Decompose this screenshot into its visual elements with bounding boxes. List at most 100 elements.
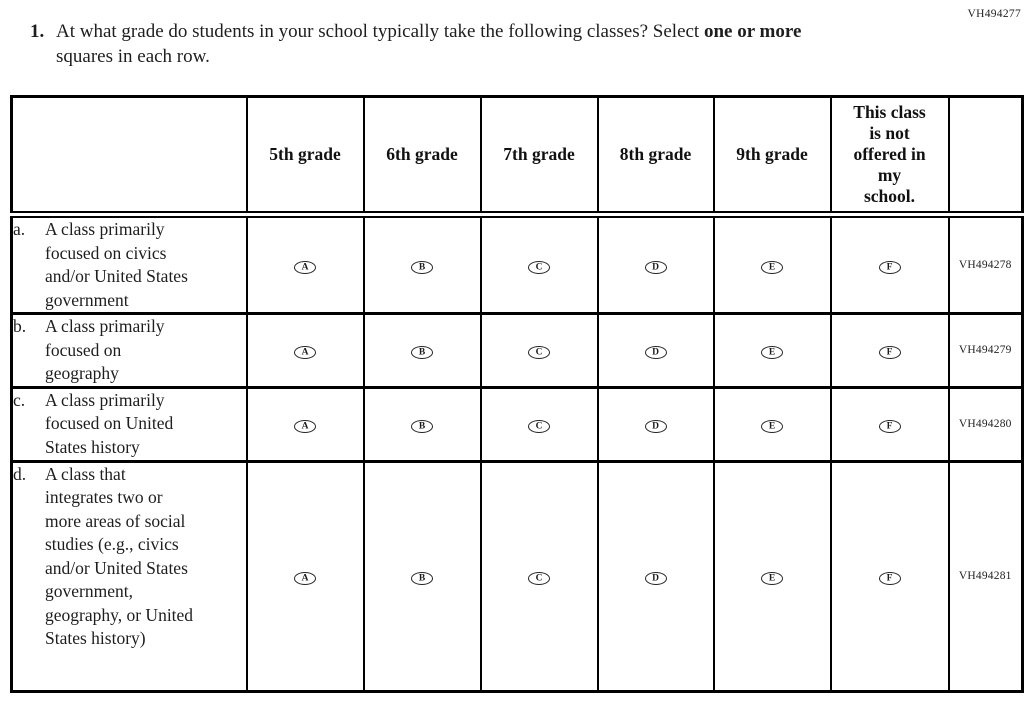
option-bubble-b[interactable]: B (411, 346, 433, 360)
option-letter: C (535, 421, 543, 432)
option-cell: B (362, 385, 482, 462)
option-cell: E (712, 312, 832, 388)
option-bubble-a[interactable]: A (294, 420, 316, 434)
option-letter: B (418, 347, 426, 358)
option-letter: C (535, 347, 543, 358)
option-cell: F (829, 213, 950, 315)
stem-cell: c. A class primarily focused on United S… (10, 385, 248, 462)
option-cell: C (479, 312, 599, 388)
option-bubble-c[interactable]: C (528, 420, 550, 434)
option-cell: E (712, 459, 832, 692)
option-bubble-d[interactable]: D (644, 261, 667, 275)
option-letter: A (301, 573, 309, 584)
row-accession-code: VH494281 (947, 459, 1024, 692)
page-accession-code: VH494277 (967, 8, 1021, 20)
header-stem-blank (10, 95, 248, 218)
question-text-end: squares in each row. (56, 46, 210, 67)
option-cell: D (596, 459, 715, 692)
option-cell: B (362, 213, 482, 315)
option-bubble-e[interactable]: E (761, 572, 783, 586)
option-letter: B (418, 573, 426, 584)
option-bubble-f[interactable]: F (878, 261, 901, 275)
option-bubble-b[interactable]: B (411, 572, 433, 586)
option-bubble-c[interactable]: C (528, 346, 550, 360)
option-cell: A (245, 312, 365, 388)
option-bubble-d[interactable]: D (644, 346, 667, 360)
option-bubble-b[interactable]: B (411, 420, 433, 434)
header-grade8: 8th grade (596, 95, 715, 218)
option-cell: F (829, 385, 950, 462)
header-grade5: 5th grade (245, 95, 365, 218)
option-cell: D (596, 385, 715, 462)
option-letter: B (418, 421, 426, 432)
row-stem-text: A class primarily focused on civics and/… (45, 219, 188, 310)
option-letter: F (886, 573, 893, 584)
row-accession-code: VH494279 (947, 312, 1024, 388)
header-grade6: 6th grade (362, 95, 482, 218)
table-row-a: a. A class primarily focused on civics a… (10, 213, 1024, 315)
header-row: 5th grade 6th grade 7th grade 8th grade … (10, 95, 1024, 218)
option-bubble-f[interactable]: F (878, 420, 901, 434)
option-bubble-f[interactable]: F (878, 572, 901, 586)
option-cell: D (596, 213, 715, 315)
stem-cell: d. A class that integrates two or more a… (10, 459, 248, 692)
header-code-blank (947, 95, 1024, 218)
question-block: 1. At what grade do students in your sch… (30, 19, 910, 69)
option-bubble-f[interactable]: F (878, 346, 901, 360)
option-cell: F (829, 312, 950, 388)
option-letter: F (886, 347, 893, 358)
option-letter: A (301, 347, 309, 358)
option-letter: A (301, 421, 309, 432)
option-cell: E (712, 385, 832, 462)
row-accession-code: VH494278 (947, 213, 1024, 315)
option-letter: F (886, 262, 893, 273)
option-letter: E (768, 421, 776, 432)
stem-cell: a. A class primarily focused on civics a… (10, 213, 248, 315)
row-letter: d. (13, 463, 27, 484)
option-bubble-d[interactable]: D (644, 420, 667, 434)
header-not-offered: This class is not offered in my school. (829, 95, 950, 218)
option-bubble-c[interactable]: C (528, 261, 550, 275)
option-cell: D (596, 312, 715, 388)
option-cell: C (479, 385, 599, 462)
option-bubble-b[interactable]: B (411, 261, 433, 275)
question-text-bold: one or more (703, 21, 802, 42)
question-text-start: At what grade do students in your school… (56, 21, 700, 42)
option-letter: B (418, 262, 426, 273)
option-letter: D (652, 262, 659, 273)
option-letter: D (652, 347, 659, 358)
option-bubble-e[interactable]: E (761, 261, 783, 275)
option-bubble-d[interactable]: D (644, 572, 667, 586)
option-letter: E (768, 573, 776, 584)
option-letter: C (535, 262, 543, 273)
row-letter: c. (13, 389, 26, 410)
row-stem-text: A class that integrates two or more area… (45, 463, 194, 649)
option-letter: E (768, 347, 776, 358)
table-row-c: c. A class primarily focused on United S… (10, 385, 1024, 462)
table-row-b: b. A class primarily focused on geograph… (10, 312, 1024, 388)
header-grade9: 9th grade (712, 95, 832, 218)
option-cell: B (362, 312, 482, 388)
option-bubble-a[interactable]: A (294, 346, 316, 360)
header-grade7: 7th grade (479, 95, 599, 218)
row-letter: a. (13, 219, 26, 239)
question-text: At what grade do students in your school… (56, 19, 856, 69)
option-cell: A (245, 213, 365, 315)
option-bubble-e[interactable]: E (761, 420, 783, 434)
option-bubble-a[interactable]: A (294, 261, 316, 275)
question-number: 1. (30, 21, 45, 42)
row-stem-text: A class primarily focused on geography (45, 316, 165, 383)
option-bubble-e[interactable]: E (761, 346, 783, 360)
option-cell: F (829, 459, 950, 692)
option-bubble-a[interactable]: A (294, 572, 316, 586)
option-cell: A (245, 459, 365, 692)
stem-cell: b. A class primarily focused on geograph… (10, 312, 248, 388)
row-accession-code: VH494280 (947, 385, 1024, 462)
option-bubble-c[interactable]: C (528, 572, 550, 586)
option-cell: E (712, 213, 832, 315)
option-letter: D (652, 421, 659, 432)
option-cell: B (362, 459, 482, 692)
option-letter: F (886, 421, 893, 432)
row-stem-text: A class primarily focused on United Stat… (45, 389, 174, 457)
